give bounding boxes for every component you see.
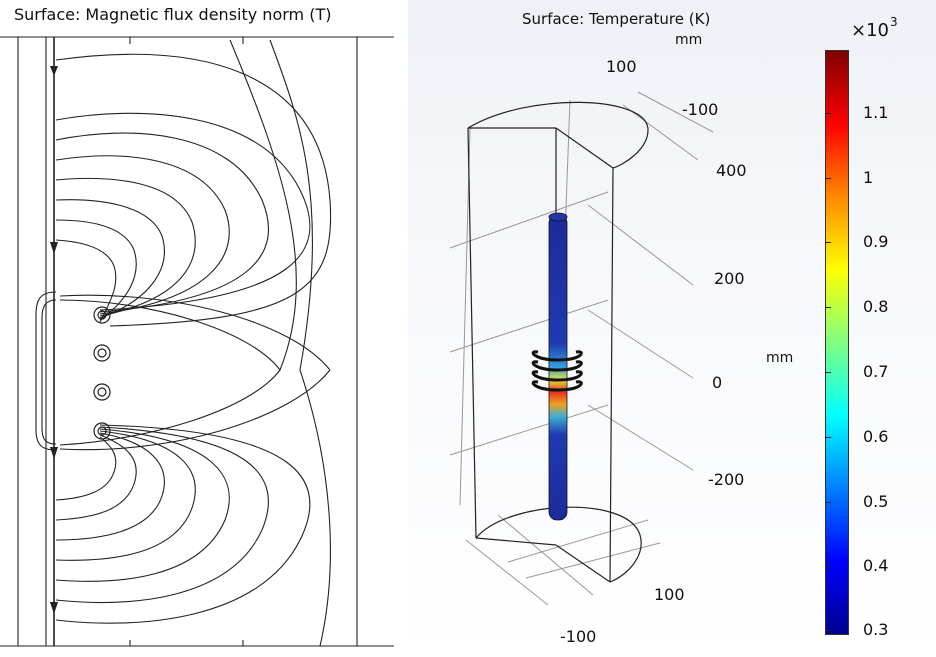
temperature-plot[interactable]: Surface: Temperature (K) bbox=[408, 0, 936, 657]
tick-top-y: -100 bbox=[682, 100, 719, 119]
axis-grid bbox=[449, 91, 714, 606]
field-line bbox=[55, 424, 311, 624]
colorbar-exponent: 3 bbox=[890, 15, 898, 29]
field-line bbox=[55, 155, 230, 315]
field-line bbox=[55, 53, 332, 327]
temperature-3d-canvas: ×10 3 bbox=[449, 15, 898, 606]
induction-coil bbox=[531, 350, 583, 392]
colorbar-label: 0.7 bbox=[863, 362, 889, 381]
field-line bbox=[55, 112, 311, 311]
tick-bottom-x: 100 bbox=[654, 585, 685, 604]
field-line bbox=[55, 239, 117, 323]
field-line bbox=[55, 434, 137, 521]
workpiece-rod bbox=[548, 214, 568, 521]
field-line bbox=[55, 430, 196, 561]
colorbar-label: 0.9 bbox=[863, 232, 889, 251]
field-line bbox=[55, 432, 165, 541]
axis-unit-top: mm bbox=[675, 32, 703, 48]
field-line bbox=[55, 428, 230, 582]
colorbar-label: 1 bbox=[863, 168, 874, 187]
temperature-colorbar bbox=[825, 50, 849, 635]
colorbar-label: 0.6 bbox=[863, 427, 889, 446]
colorbar-label: 0.3 bbox=[863, 620, 889, 639]
colorbar-label: 0.4 bbox=[863, 556, 889, 575]
tick-bottom-y: -100 bbox=[560, 627, 597, 646]
flux-density-plot[interactable]: Surface: Magnetic flux density norm (T) bbox=[0, 0, 394, 657]
field-line bbox=[55, 199, 165, 319]
field-line bbox=[229, 39, 297, 371]
tick-z-400: 400 bbox=[716, 161, 747, 180]
field-line bbox=[269, 39, 331, 647]
temperature-plot-title: Surface: Temperature (K) bbox=[522, 10, 711, 28]
field-line bbox=[55, 436, 117, 501]
coil-turns bbox=[93, 306, 111, 440]
field-line bbox=[55, 219, 137, 321]
tick-z-neg200: -200 bbox=[708, 470, 745, 489]
flow-arrows bbox=[50, 66, 58, 614]
axis-unit-side: mm bbox=[766, 350, 794, 366]
field-line bbox=[55, 177, 196, 317]
colorbar-label: 0.5 bbox=[863, 492, 889, 511]
field-line bbox=[55, 132, 269, 313]
workpiece-outline bbox=[35, 291, 57, 451]
tick-top-x: 100 bbox=[606, 57, 637, 76]
colorbar-label: 0.8 bbox=[863, 297, 889, 316]
field-line bbox=[55, 426, 269, 604]
tick-z-0: 0 bbox=[712, 373, 723, 392]
flux-lines-canvas bbox=[0, 36, 394, 647]
colorbar-label: 1.1 bbox=[863, 103, 889, 122]
flux-plot-title: Surface: Magnetic flux density norm (T) bbox=[14, 5, 332, 24]
colorbar-multiplier: ×10 bbox=[851, 20, 889, 41]
tick-z-200: 200 bbox=[714, 269, 745, 288]
